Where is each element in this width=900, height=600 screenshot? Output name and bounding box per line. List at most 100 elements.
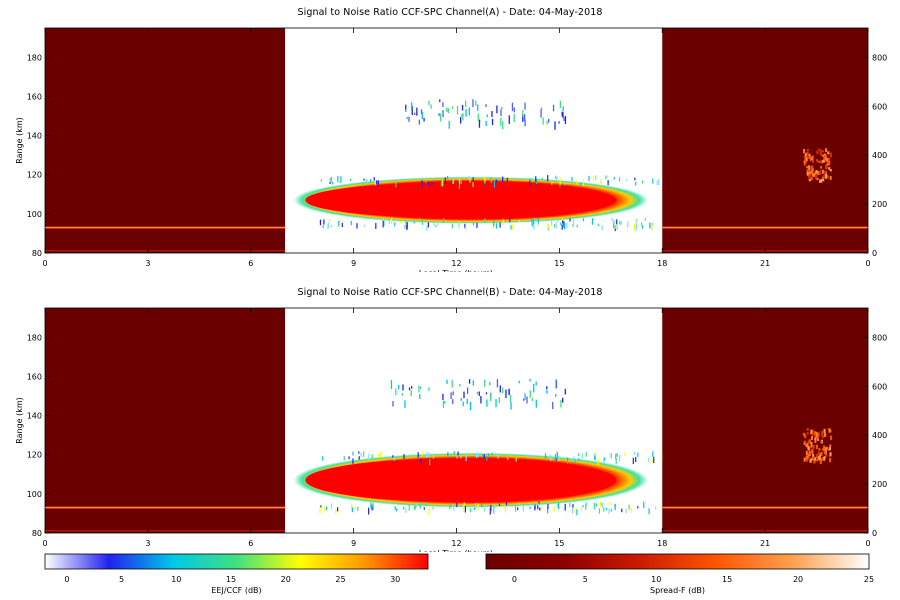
eej-fringe-mark — [380, 451, 382, 458]
x-tick-label: 21 — [760, 259, 770, 268]
spread-f-mark — [815, 434, 818, 438]
echo-150km-mark — [423, 117, 425, 122]
spread-f-mark — [818, 448, 821, 451]
spread-f-mark — [827, 151, 830, 155]
eej-fringe-mark — [382, 220, 384, 228]
eej-fringe-mark — [529, 506, 531, 510]
eej-fringe-mark — [428, 181, 430, 186]
spread-f-mark — [808, 174, 811, 180]
y-axis-label: Range (km) — [15, 117, 24, 164]
spread-f-mark — [810, 436, 813, 441]
eej-fringe-mark — [576, 509, 578, 516]
echo-150km-mark — [535, 399, 537, 408]
eej-fringe-mark — [519, 502, 521, 507]
eej-fringe-mark — [547, 224, 549, 229]
eej-fringe-mark — [636, 218, 638, 222]
eej-fringe-mark — [585, 503, 587, 510]
spread-f-mark — [806, 171, 809, 176]
spread-f-mark — [819, 149, 822, 155]
rti-plot-a: 0 3 6 9 12 15 18 21 0 Local Time (hours) 80 100 120 1… — [15, 27, 887, 272]
spread-f-mark — [804, 434, 807, 439]
eej-fringe-mark — [427, 222, 429, 228]
eej-fringe-mark — [597, 223, 599, 227]
spread-f-mark — [817, 432, 820, 437]
spread-f-mark — [813, 431, 816, 435]
eej-fringe-mark — [603, 457, 605, 464]
eej-fringe-mark — [376, 180, 378, 185]
eej-fringe-mark — [348, 456, 350, 460]
colorbar-tick-label: 10 — [651, 575, 661, 584]
spread-f-mark — [820, 439, 823, 444]
eej-fringe-mark — [403, 506, 405, 510]
eej-fringe-mark — [582, 505, 584, 508]
eej-fringe-mark — [456, 503, 458, 508]
eej-fringe-mark — [614, 504, 616, 511]
echo-150km-mark — [526, 396, 528, 404]
eej-fringe-mark — [360, 453, 362, 457]
spread-f-mark — [811, 457, 814, 461]
night-block-1 — [662, 28, 868, 253]
chart-title-a: Signal to Noise Ratio CCF-SPC Channel(A)… — [297, 7, 603, 18]
spread-f-mark — [824, 155, 827, 158]
echo-150km-mark — [392, 401, 394, 407]
spread-f-mark — [820, 179, 823, 183]
eej-fringe-mark — [490, 177, 492, 183]
spread-f-mark — [814, 437, 817, 441]
spread-f-mark — [820, 166, 823, 169]
eej-fringe-mark — [330, 176, 332, 183]
eej-fringe-mark — [403, 454, 405, 459]
spread-f-mark — [803, 441, 806, 445]
eej-fringe-mark — [573, 506, 575, 514]
eej-fringe-mark — [369, 179, 372, 183]
eej-fringe-mark — [593, 502, 595, 510]
eej-fringe-mark — [494, 504, 496, 508]
eej-fringe-mark — [458, 181, 461, 189]
eej-fringe-mark — [406, 222, 408, 229]
eej-core-inner — [305, 458, 617, 503]
spread-f-mark — [816, 177, 819, 180]
echo-150km-mark — [408, 387, 411, 391]
echo-150km-mark — [442, 110, 444, 118]
eej-fringe-mark — [611, 217, 613, 222]
echo-150km-mark — [558, 121, 560, 124]
eej-fringe-mark — [615, 453, 617, 460]
eej-fringe-mark — [605, 175, 607, 180]
eej-fringe-mark — [564, 182, 566, 185]
y-tick-label: 180 — [27, 333, 42, 342]
eej-fringe-mark — [648, 457, 650, 463]
spread-f-mark — [823, 449, 826, 454]
x-tick-label: 12 — [451, 259, 461, 268]
echo-150km-mark — [451, 106, 454, 109]
eej-fringe-mark — [368, 453, 370, 461]
eej-fringe-mark — [658, 178, 660, 186]
eej-fringe-mark — [612, 223, 615, 229]
spread-f-mark — [813, 459, 816, 464]
eej-fringe-mark — [336, 507, 339, 512]
y-right-tick-label: 400 — [872, 151, 887, 160]
eej-fringe-mark — [515, 457, 517, 462]
colorbar-label: EEJ/CCF (dB) — [211, 586, 261, 595]
colorbar-tick-label: 30 — [390, 575, 400, 584]
x-tick-label: 0 — [42, 539, 47, 548]
eej-fringe-mark — [465, 223, 467, 230]
spread-f-mark — [812, 444, 815, 449]
spread-f-mark — [805, 152, 808, 156]
echo-150km-mark — [564, 116, 567, 125]
y-tick-label: 100 — [27, 210, 42, 219]
eej-fringe-mark — [613, 220, 615, 225]
echo-150km-mark — [480, 395, 482, 404]
spread-f-mark — [806, 442, 809, 448]
eej-fringe-mark — [432, 454, 434, 459]
y-axis-label: Range (km) — [15, 397, 24, 444]
echo-150km-mark — [418, 385, 420, 393]
eej-fringe-mark — [553, 506, 555, 512]
eej-fringe-mark — [377, 453, 379, 457]
echo-150km-mark — [485, 104, 487, 107]
echo-150km-mark — [408, 116, 410, 122]
echo-150km-mark — [448, 120, 450, 129]
eej-fringe-mark — [450, 503, 452, 508]
spread-f-mark — [808, 171, 811, 175]
eej-fringe-mark — [371, 454, 373, 459]
echo-150km-mark — [564, 388, 566, 395]
spread-f-mark — [821, 150, 824, 153]
